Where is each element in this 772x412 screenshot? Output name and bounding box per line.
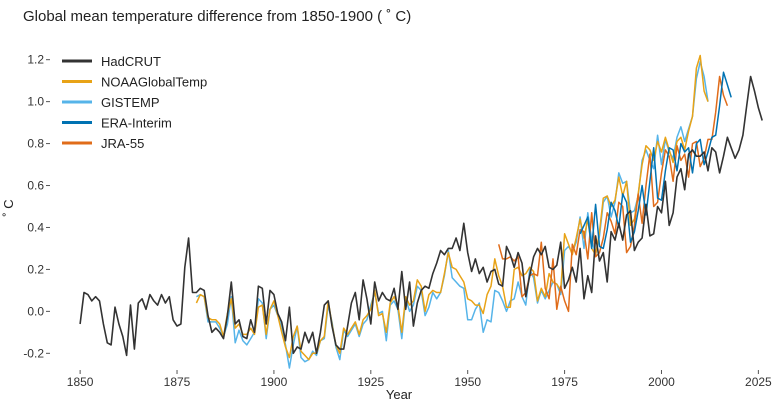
- x-tick-label: 1875: [164, 375, 191, 389]
- y-tick-label: 0.8: [27, 137, 44, 151]
- chart-title: Global mean temperature difference from …: [23, 8, 411, 25]
- y-tick-label: 0.6: [27, 179, 44, 193]
- y-tick-label: -0.2: [23, 346, 44, 360]
- y-tick-label: 0.0: [27, 304, 44, 318]
- x-tick-label: 1950: [454, 375, 481, 389]
- x-axis: 1850 1875 1900 1925 1950 1975 2000 2025: [67, 370, 772, 389]
- y-tick-label: 1.0: [27, 95, 44, 109]
- plot-area: [79, 54, 763, 369]
- y-tick-label: 0.4: [27, 220, 44, 234]
- series-line-hadcrut: [79, 75, 763, 357]
- y-axis: -0.2 0.0 0.2 0.4 0.6 0.8 1.0 1.2: [23, 53, 50, 360]
- legend-label: GISTEMP: [101, 95, 160, 110]
- series-line-jra-55: [497, 75, 729, 313]
- legend: HadCRUT NOAAGlobalTemp GISTEMP ERA-Interim J…: [62, 54, 207, 151]
- y-tick-label: 1.2: [27, 53, 44, 67]
- x-tick-label: 1900: [261, 375, 288, 389]
- y-tick-label: 0.2: [27, 262, 44, 276]
- series-line-noaaglobaltemp: [195, 54, 709, 361]
- x-axis-label: Year: [386, 387, 413, 402]
- legend-label: NOAAGlobalTemp: [101, 75, 207, 90]
- x-tick-label: 1975: [551, 375, 578, 389]
- legend-label: HadCRUT: [101, 54, 161, 69]
- x-tick-label: 2000: [648, 375, 675, 389]
- legend-label: JRA-55: [101, 136, 144, 151]
- legend-label: ERA-Interim: [101, 116, 172, 131]
- x-tick-label: 1925: [357, 375, 384, 389]
- x-tick-label: 1850: [67, 375, 94, 389]
- series-line-gistemp: [196, 61, 709, 369]
- y-axis-label: ˚ C: [1, 199, 16, 216]
- x-tick-label: 2025: [745, 375, 772, 389]
